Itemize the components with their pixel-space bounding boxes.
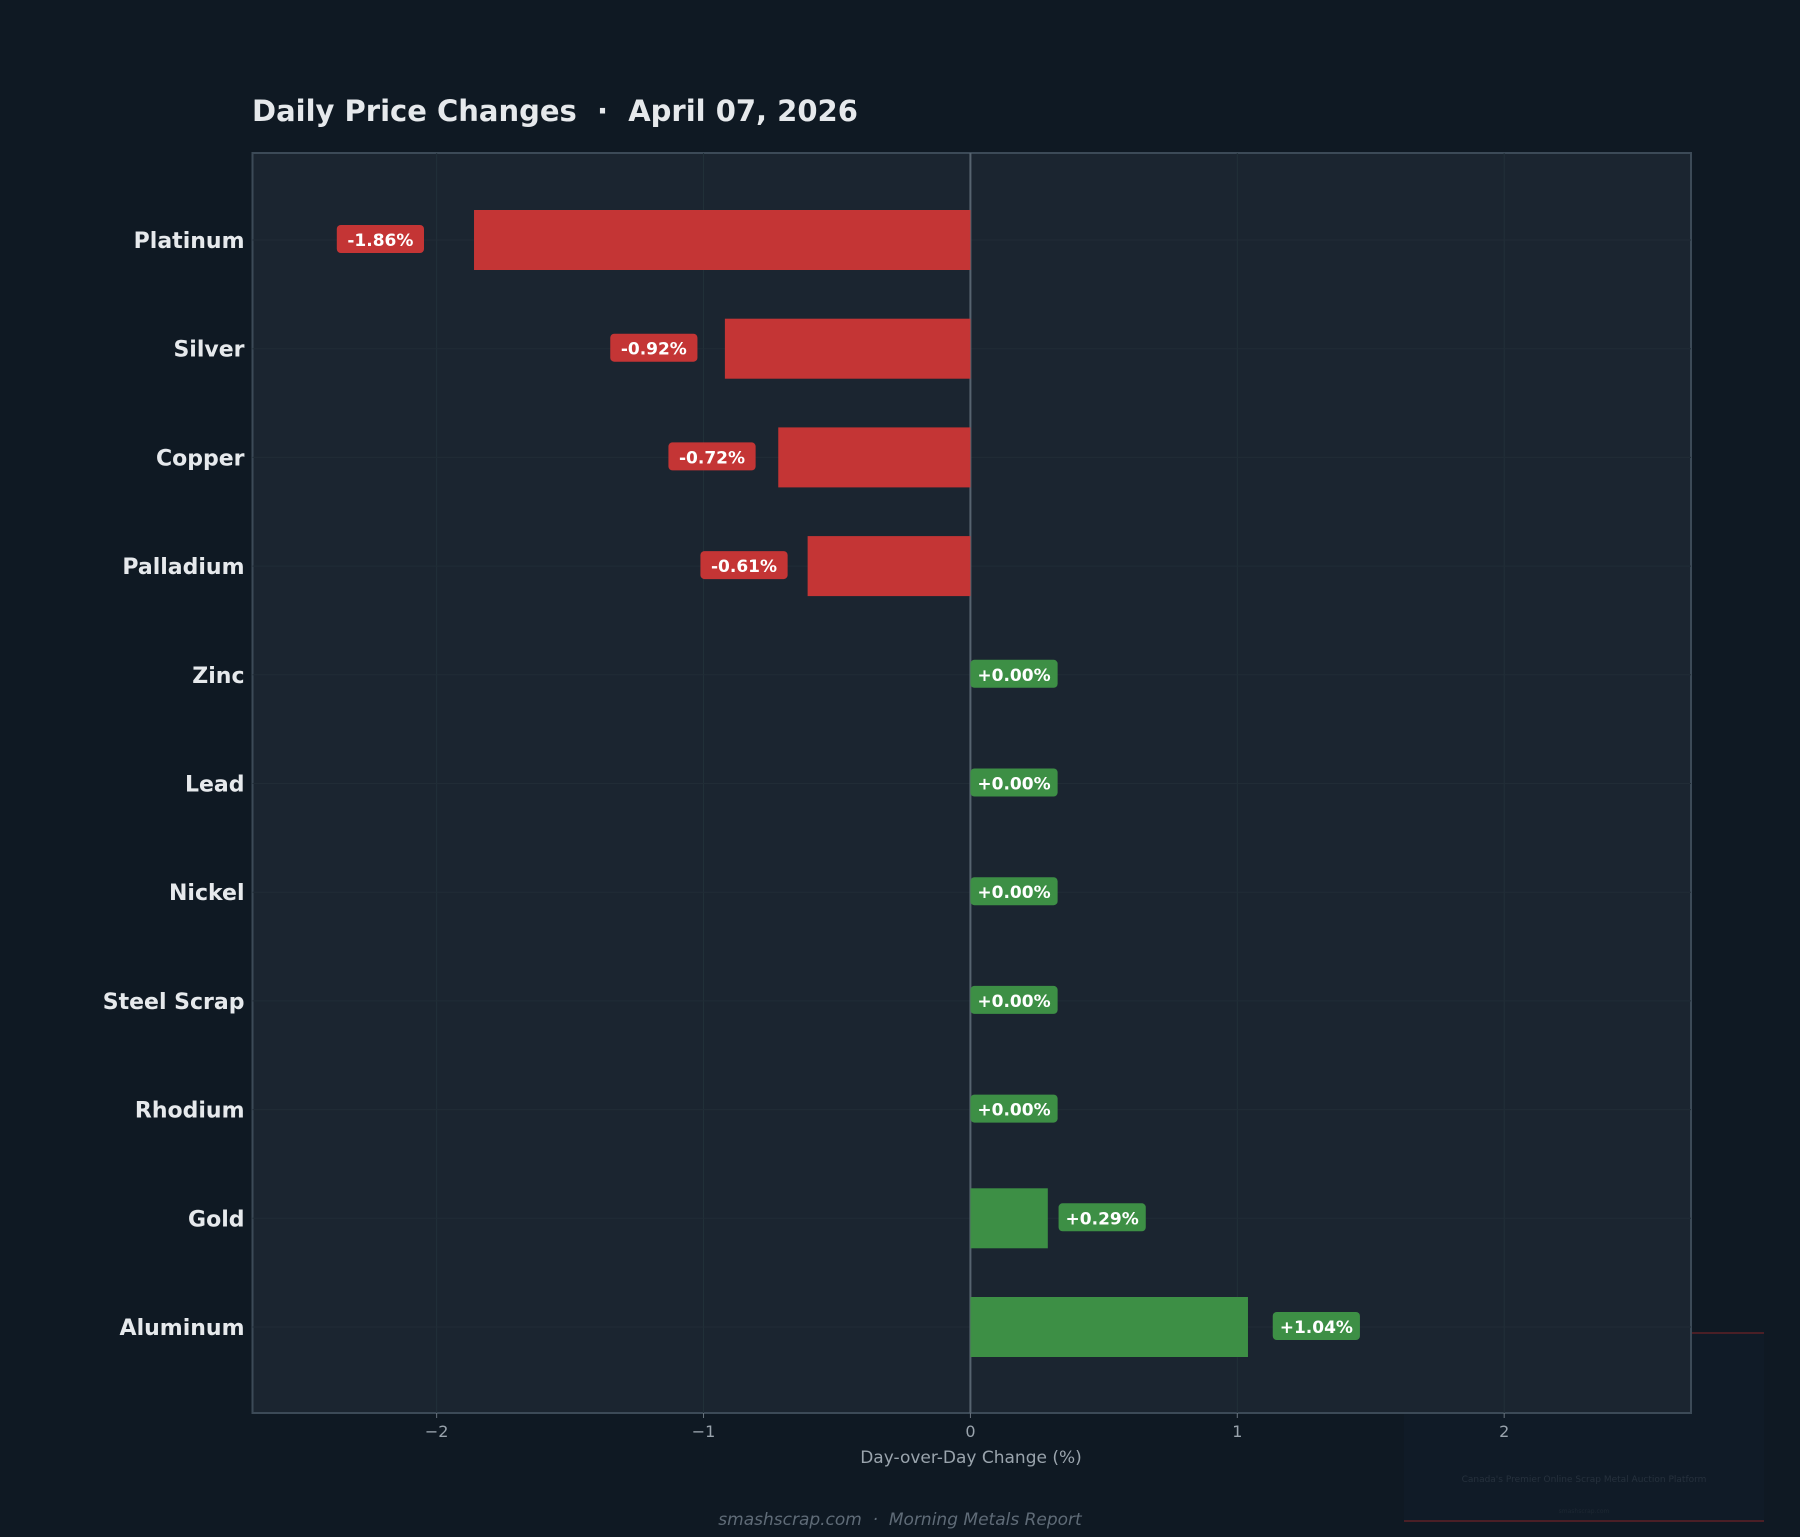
badge-bg [970, 877, 1058, 906]
category-label: Nickel [169, 881, 245, 906]
data-label-badge: -0.61% [700, 551, 788, 580]
x-tick-label: 0 [965, 1422, 975, 1441]
data-label-badge: +1.04% [1272, 1312, 1360, 1340]
data-label-badge: +0.29% [1058, 1203, 1146, 1232]
x-tick-label: −2 [425, 1422, 449, 1441]
data-label: -0.72% [679, 448, 745, 468]
data-label: +0.00% [977, 992, 1050, 1012]
category-label: Palladium [122, 555, 244, 580]
category-label: Rhodium [135, 1099, 245, 1124]
watermark-site: smashscrap.com [1559, 1508, 1610, 1515]
category-label: Platinum [134, 229, 245, 254]
data-label-badge: +0.00% [970, 1094, 1058, 1123]
bar-silver [724, 318, 971, 379]
data-label: -0.61% [711, 557, 777, 577]
data-label: +0.00% [977, 775, 1050, 795]
badge-bg [970, 659, 1058, 688]
badge-bg [970, 985, 1058, 1014]
data-label-badge: +0.00% [970, 768, 1058, 797]
category-label: Copper [156, 446, 245, 471]
data-label-badge: -1.86% [336, 225, 424, 253]
data-label: -1.86% [347, 231, 413, 251]
data-label-badge: +0.00% [970, 659, 1058, 688]
badge-bg [1058, 1203, 1146, 1232]
badge-bg [336, 225, 424, 253]
x-axis-label: Day-over-Day Change (%) [860, 1448, 1082, 1468]
category-label: Lead [185, 773, 245, 798]
data-label: +0.00% [977, 666, 1050, 686]
data-label: +0.29% [1066, 1209, 1139, 1229]
chart-title: Daily Price Changes · April 07, 2026 [252, 94, 858, 128]
footer-credit: smashscrap.com · Morning Metals Report [718, 1510, 1082, 1530]
data-label-badge: -0.72% [668, 442, 756, 471]
data-label-badge: +0.00% [970, 985, 1058, 1014]
category-label: Steel Scrap [103, 990, 245, 1015]
bar-aluminum [970, 1297, 1248, 1357]
badge-bg [610, 333, 698, 362]
bar-copper [778, 427, 971, 488]
bar-platinum [474, 210, 971, 270]
bar-palladium [807, 536, 971, 597]
category-label: Silver [173, 338, 244, 363]
data-label: +0.00% [977, 883, 1050, 903]
data-label: -0.92% [621, 340, 687, 360]
watermark-tagline: Canada's Premier Online Scrap Metal Auct… [1462, 1475, 1707, 1485]
data-label-badge: -0.92% [610, 333, 698, 362]
data-label: +1.04% [1280, 1318, 1353, 1338]
x-tick-label: −1 [692, 1422, 716, 1441]
data-label: +0.00% [977, 1101, 1050, 1121]
category-label: Gold [188, 1207, 244, 1232]
badge-bg [1272, 1312, 1360, 1340]
x-tick-label: 1 [1232, 1422, 1242, 1441]
category-label: Zinc [192, 664, 244, 689]
x-tick-label: 2 [1499, 1422, 1509, 1441]
badge-bg [700, 551, 788, 580]
bar-gold [970, 1188, 1048, 1249]
category-label: Aluminum [120, 1316, 245, 1341]
data-label-badge: +0.00% [970, 877, 1058, 906]
badge-bg [970, 1094, 1058, 1123]
badge-bg [970, 768, 1058, 797]
badge-bg [668, 442, 756, 471]
